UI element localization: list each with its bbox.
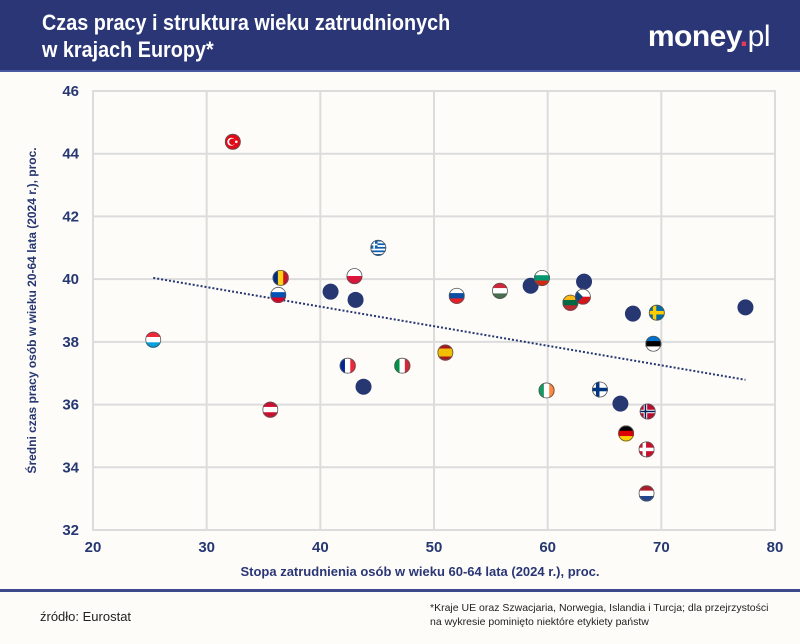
x-tick-label: 40 [312, 539, 329, 556]
y-tick-label: 38 [62, 334, 79, 351]
trend-line [153, 276, 746, 381]
y-tick-label: 46 [62, 83, 79, 100]
flag-outline [394, 357, 411, 374]
title-line-2: w krajach Europy* [42, 37, 214, 62]
y-tick-label: 44 [62, 146, 79, 163]
x-axis-label: Stopa zatrudnienia osób w wieku 60-64 la… [240, 564, 600, 579]
flag-outline [370, 239, 387, 256]
flag-outline [648, 304, 665, 321]
flag-de-icon [618, 425, 635, 442]
footnote-line-1: *Kraje UE oraz Szwacjaria, Norwegia, Isl… [430, 602, 769, 614]
flag-outline [534, 269, 550, 286]
x-tick-label: 20 [85, 539, 102, 556]
x-tick-label: 30 [198, 539, 215, 556]
flag-ie-icon [538, 382, 555, 399]
flag-outline [492, 282, 508, 299]
flag-outline [224, 133, 241, 150]
data-point [624, 305, 641, 322]
flag-dk-icon [638, 441, 655, 458]
x-tick-label: 60 [539, 539, 556, 556]
flag-it-icon [394, 357, 411, 374]
flag-outline [272, 269, 289, 286]
y-axis-label: Średni czas pracy osób w wieku 20-64 lat… [24, 147, 39, 473]
flag-outline [618, 425, 634, 442]
data-point [612, 395, 629, 412]
flag-se-icon [648, 304, 665, 321]
flag-pl-icon [346, 268, 363, 285]
flag-outline [270, 286, 287, 303]
y-tick-label: 32 [62, 522, 79, 539]
flag-es-icon [437, 344, 454, 361]
footnote-line-2: na wykresie pominięto niektóre etykiety … [430, 616, 649, 628]
y-tick-label: 36 [62, 397, 79, 414]
flag-sk-icon [448, 287, 465, 305]
flag-outline [638, 485, 655, 502]
flag-outline [645, 335, 662, 352]
flag-outline [638, 441, 655, 458]
flag-outline [448, 287, 465, 304]
y-tick-label: 42 [62, 208, 79, 225]
flag-outline [538, 382, 555, 399]
flag-outline [575, 288, 591, 305]
flag-outline [437, 344, 454, 361]
flag-outline [346, 268, 363, 284]
footer-divider [0, 589, 800, 592]
y-tick-label: 40 [62, 271, 79, 288]
x-tick-label: 50 [426, 539, 443, 556]
flag-fi-icon [591, 381, 608, 398]
flag-nl-icon [638, 485, 655, 502]
y-tick-label: 34 [62, 459, 79, 476]
header-banner: Czas pracy i struktura wieku zatrudniony… [0, 0, 800, 72]
flag-outline [592, 381, 608, 398]
flag-si-icon [270, 286, 287, 304]
flag-no-icon [639, 403, 656, 420]
x-tick-label: 70 [653, 539, 670, 556]
data-point [355, 378, 372, 395]
flag-tr-icon [224, 133, 241, 150]
data-point [522, 277, 539, 294]
flag-ee-icon [645, 335, 662, 353]
flag-outline [639, 403, 656, 420]
footnote: *Kraje UE oraz Szwacjaria, Norwegia, Isl… [430, 601, 790, 629]
flag-ro-icon [272, 269, 289, 286]
scatter-chart: 20 30 40 50 60 70 80 32 34 36 38 40 42 44 46 Średni cza… [24, 83, 784, 556]
flag-lu-icon [145, 331, 162, 348]
flag-at-icon [262, 401, 279, 418]
data-point [576, 273, 593, 290]
chart-title: Czas pracy i struktura wieku zatrudniony… [42, 9, 450, 63]
flag-bg-icon [533, 269, 550, 287]
flag-hu-icon [491, 282, 508, 300]
source-text: źródło: Eurostat [40, 609, 132, 624]
logo-main: money [647, 20, 740, 53]
money-pl-logo: money.pl [647, 20, 771, 54]
flag-gr-icon [370, 239, 387, 256]
flag-fr-icon [339, 357, 356, 374]
flag-outline [262, 401, 279, 418]
data-point [737, 299, 754, 316]
flag-cz-icon [574, 288, 591, 305]
logo-suffix: pl [747, 20, 771, 53]
title-line-1: Czas pracy i struktura wieku zatrudniony… [42, 10, 451, 35]
flag-outline [339, 357, 356, 374]
logo-dot: . [739, 20, 748, 53]
data-point [322, 283, 339, 300]
flag-lt-icon [562, 294, 579, 311]
x-tick-label: 80 [767, 539, 784, 556]
flag-outline [145, 331, 162, 348]
data-point [347, 291, 364, 308]
